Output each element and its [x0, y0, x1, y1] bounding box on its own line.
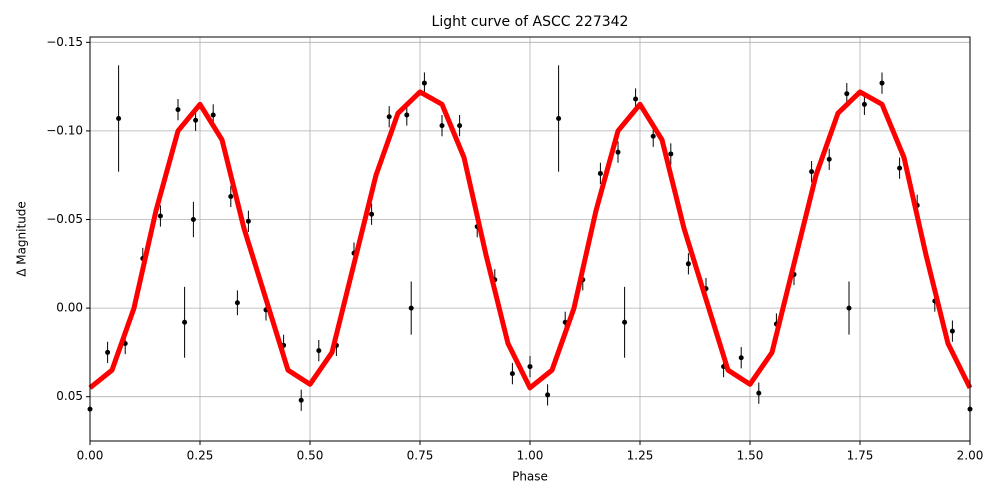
- data-point: [316, 348, 322, 354]
- data-point: [408, 305, 414, 311]
- data-point: [622, 319, 628, 325]
- y-tick-label: 0.05: [56, 389, 83, 403]
- data-point: [861, 101, 867, 107]
- data-point: [404, 112, 410, 118]
- x-tick-label: 0.75: [407, 449, 434, 463]
- data-point: [386, 114, 392, 120]
- x-axis-label: Phase: [512, 470, 548, 484]
- data-point: [369, 211, 375, 217]
- data-point: [509, 371, 515, 377]
- data-point: [175, 107, 181, 113]
- data-point: [685, 261, 691, 267]
- trend-line: [88, 89, 973, 391]
- data-point: [457, 123, 463, 129]
- x-tick-label: 0.00: [77, 449, 104, 463]
- data-point: [846, 305, 852, 311]
- data-point: [615, 149, 621, 155]
- x-tick-label: 1.75: [847, 449, 874, 463]
- y-tick-label: −0.05: [46, 212, 83, 226]
- data-point: [116, 116, 122, 122]
- data-point: [105, 349, 111, 355]
- x-tick-label: 0.50: [297, 449, 324, 463]
- data-point: [844, 91, 850, 97]
- data-point: [897, 165, 903, 171]
- data-point: [556, 116, 562, 122]
- x-tick-label: 2.00: [957, 449, 984, 463]
- y-axis-label: Δ Magnitude: [15, 201, 29, 277]
- data-point: [527, 364, 533, 370]
- data-point: [738, 355, 744, 361]
- data-point: [210, 112, 216, 118]
- data-point: [298, 397, 304, 403]
- data-point: [193, 117, 199, 123]
- data-point: [228, 193, 234, 199]
- x-tick-label: 0.25: [187, 449, 214, 463]
- data-point: [633, 96, 639, 102]
- data-point: [809, 169, 815, 175]
- data-point: [439, 123, 445, 129]
- data-point: [545, 392, 551, 398]
- plot-frame: [89, 36, 971, 442]
- y-tick-label: −0.10: [46, 123, 83, 137]
- x-tick-label: 1.25: [627, 449, 654, 463]
- data-point: [949, 328, 955, 334]
- data-point: [157, 213, 163, 219]
- data-point: [190, 217, 196, 223]
- x-tick-label: 1.50: [737, 449, 764, 463]
- chart-title: Light curve of ASCC 227342: [432, 14, 629, 30]
- y-tick-label: 0.00: [56, 301, 83, 315]
- data-point: [668, 151, 674, 157]
- data-point: [597, 170, 603, 176]
- data-point: [421, 80, 427, 86]
- data-point: [879, 80, 885, 86]
- y-tick-label: −0.15: [46, 35, 83, 49]
- x-tick-label: 1.00: [517, 449, 544, 463]
- data-point: [234, 300, 240, 306]
- data-point: [756, 390, 762, 396]
- data-point: [650, 133, 656, 139]
- data-point: [182, 319, 188, 325]
- data-point: [826, 156, 832, 162]
- data-point: [245, 218, 251, 224]
